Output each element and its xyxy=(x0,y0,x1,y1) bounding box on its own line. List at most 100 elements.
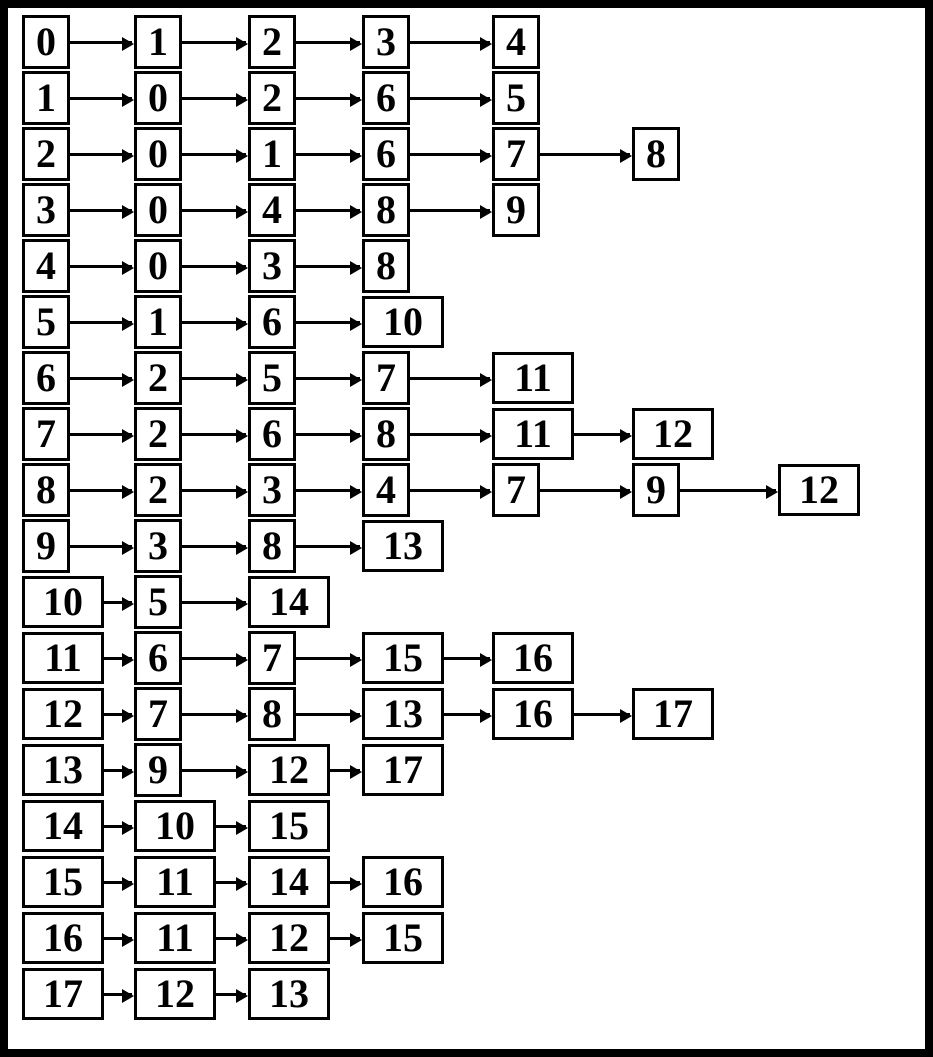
list-node: 5 xyxy=(492,71,540,125)
list-node: 3 xyxy=(134,519,182,573)
arrow-icon xyxy=(680,489,776,492)
list-node: 3 xyxy=(248,463,296,517)
list-node: 2 xyxy=(134,463,182,517)
list-node: 11 xyxy=(492,408,574,460)
arrow-icon xyxy=(410,153,490,156)
list-row: 10265 xyxy=(14,70,919,126)
arrow-icon xyxy=(182,433,246,436)
arrow-icon xyxy=(410,377,490,380)
list-node: 13 xyxy=(362,688,444,740)
arrow-icon xyxy=(182,545,246,548)
list-row: 9 3 8 13 xyxy=(14,518,919,574)
arrow-icon xyxy=(104,713,132,716)
arrow-icon xyxy=(330,769,360,772)
list-row: 51610 xyxy=(14,294,919,350)
arrow-icon xyxy=(70,545,132,548)
list-node: 2 xyxy=(248,71,296,125)
list-node: 6 xyxy=(248,295,296,349)
arrow-icon xyxy=(70,209,132,212)
arrow-icon xyxy=(444,657,490,660)
arrow-icon xyxy=(540,489,630,492)
list-node: 8 xyxy=(632,127,680,181)
list-node: 11 xyxy=(134,912,216,964)
list-node: 12 xyxy=(134,968,216,1020)
arrow-icon xyxy=(70,433,132,436)
arrow-icon xyxy=(410,41,490,44)
list-node: 13 xyxy=(362,520,444,572)
list-head: 2 xyxy=(22,127,70,181)
list-row: 30489 xyxy=(14,182,919,238)
list-node: 12 xyxy=(632,408,714,460)
arrow-icon xyxy=(104,993,132,996)
list-node: 15 xyxy=(362,912,444,964)
list-node: 16 xyxy=(492,688,574,740)
list-node: 5 xyxy=(134,575,182,629)
arrow-icon xyxy=(182,657,246,660)
list-node: 8 xyxy=(248,519,296,573)
arrow-icon xyxy=(296,657,360,660)
arrow-icon xyxy=(296,209,360,212)
arrow-icon xyxy=(182,377,246,380)
arrow-icon xyxy=(182,321,246,324)
arrow-icon xyxy=(410,209,490,212)
list-head: 10 xyxy=(22,576,104,628)
arrow-icon xyxy=(296,321,360,324)
list-node: 7 xyxy=(134,687,182,741)
arrow-icon xyxy=(70,97,132,100)
list-node: 0 xyxy=(134,183,182,237)
arrow-icon xyxy=(182,97,246,100)
list-node: 16 xyxy=(362,856,444,908)
arrow-icon xyxy=(70,377,132,380)
list-node: 11 xyxy=(492,352,574,404)
list-head: 9 xyxy=(22,519,70,573)
arrow-icon xyxy=(70,489,132,492)
list-node: 8 xyxy=(248,687,296,741)
list-node: 3 xyxy=(248,239,296,293)
arrow-icon xyxy=(410,97,490,100)
arrow-icon xyxy=(70,321,132,324)
list-head: 15 xyxy=(22,856,104,908)
arrow-icon xyxy=(182,769,246,772)
arrow-icon xyxy=(104,937,132,940)
arrow-icon xyxy=(182,489,246,492)
list-node: 0 xyxy=(134,127,182,181)
arrow-icon xyxy=(296,41,360,44)
list-node: 2 xyxy=(248,15,296,69)
list-node: 13 xyxy=(248,968,330,1020)
list-head: 6 xyxy=(22,351,70,405)
list-node: 14 xyxy=(248,576,330,628)
list-head: 1 xyxy=(22,71,70,125)
list-node: 3 xyxy=(362,15,410,69)
list-node: 1 xyxy=(248,127,296,181)
arrow-icon xyxy=(296,265,360,268)
arrow-icon xyxy=(182,41,246,44)
list-row: 625711 xyxy=(14,350,919,406)
list-head: 7 xyxy=(22,407,70,461)
list-node: 6 xyxy=(362,127,410,181)
adjacency-list-diagram: 0123410265201678304894038516106257117268… xyxy=(0,0,933,1057)
list-row: 10 5 14 xyxy=(14,574,919,630)
list-row: 1278131617 xyxy=(14,686,919,742)
list-head: 17 xyxy=(22,968,104,1020)
arrow-icon xyxy=(296,97,360,100)
list-head: 4 xyxy=(22,239,70,293)
arrow-icon xyxy=(70,153,132,156)
list-node: 4 xyxy=(362,463,410,517)
arrow-icon xyxy=(296,377,360,380)
list-node: 7 xyxy=(362,351,410,405)
list-row: 11671516 xyxy=(14,630,919,686)
list-node: 9 xyxy=(134,743,182,797)
arrow-icon xyxy=(296,433,360,436)
list-node: 7 xyxy=(248,631,296,685)
list-row: 16111215 xyxy=(14,910,919,966)
list-node: 14 xyxy=(248,856,330,908)
list-row: 201678 xyxy=(14,126,919,182)
arrow-icon xyxy=(216,993,246,996)
list-row: 01234 xyxy=(14,14,919,70)
list-node: 8 xyxy=(362,239,410,293)
arrow-icon xyxy=(444,713,490,716)
arrow-icon xyxy=(296,545,360,548)
list-node: 4 xyxy=(492,15,540,69)
list-node: 10 xyxy=(134,800,216,852)
list-row: 17 12 13 xyxy=(14,966,919,1022)
